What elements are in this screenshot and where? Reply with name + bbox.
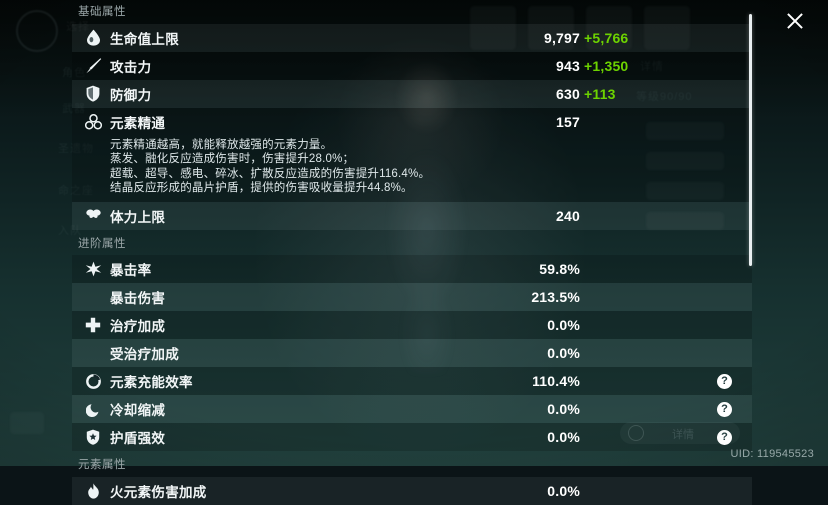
top-banner-shade xyxy=(0,0,828,120)
stat-value: 240 xyxy=(556,207,580,224)
background-ghost-text: 角色 xyxy=(62,64,86,80)
energy-recharge-icon xyxy=(82,372,104,390)
stat-name: 冷却缩减 xyxy=(110,403,166,419)
help-icon[interactable]: ? xyxy=(717,429,732,445)
background-ghost-text: 武器 xyxy=(62,100,86,116)
stat-row[interactable]: 暴击率 59.8% xyxy=(72,255,752,284)
stat-row[interactable]: 元素精通 157 xyxy=(72,107,752,136)
stat-name: 体力上限 xyxy=(110,209,166,225)
stat-name: 治疗加成 xyxy=(110,319,166,335)
elemental-mastery-description: 元素精通越高，就能释放越强的元素力量。蒸发、融化反应造成伤害时，伤害提升28.0… xyxy=(72,135,752,202)
stat-row[interactable]: 治疗加成 0.0% xyxy=(72,311,752,340)
stats-panel: 基础属性生命值上限 9,797 +5,766 攻击力 943 +1,350 防御力 630 +1… xyxy=(72,0,752,505)
stat-value: 630 xyxy=(556,85,580,102)
background-chip xyxy=(10,412,44,434)
scrollbar[interactable] xyxy=(749,14,752,266)
stat-row[interactable]: 生命值上限 9,797 +5,766 xyxy=(72,23,752,52)
stat-row[interactable]: 防御力 630 +113 xyxy=(72,79,752,108)
stat-name: 元素精通 xyxy=(110,115,166,131)
stat-bonus: +113 xyxy=(584,85,616,102)
background-ghost-button-label: 详情 xyxy=(672,429,694,441)
section-header-advanced: 进阶属性 xyxy=(78,237,126,250)
no-icon xyxy=(82,288,104,306)
stat-value: 0.0% xyxy=(547,401,580,418)
background-chip xyxy=(646,122,724,140)
background-chip xyxy=(646,152,724,170)
stat-value: 0.0% xyxy=(547,317,580,334)
defense-shield-icon xyxy=(82,85,104,103)
description-line: 蒸发、融化反应造成伤害时，伤害提升28.0%； xyxy=(110,153,355,166)
bottom-bar: 详情 UID: 119545523 xyxy=(0,422,828,466)
stat-row[interactable]: 攻击力 943 +1,350 xyxy=(72,51,752,80)
stat-name: 攻击力 xyxy=(110,59,152,75)
stat-row[interactable]: 元素充能效率 110.4%? xyxy=(72,367,752,396)
stat-name: 火元素伤害加成 xyxy=(110,484,207,500)
stat-value: 213.5% xyxy=(531,289,580,306)
background-ghost-text: 入队 xyxy=(58,222,82,238)
stat-value: 943 xyxy=(556,57,580,74)
background-chip xyxy=(470,6,516,50)
description-line: 元素精通越高，就能释放越强的元素力量。 xyxy=(110,138,333,151)
background-ghost-text: 等级90/90 xyxy=(636,88,693,104)
stat-name: 生命值上限 xyxy=(110,31,179,47)
description-line: 超载、超导、感电、碎冰、扩散反应造成的伤害提升116.4%。 xyxy=(110,167,431,180)
stat-value: 59.8% xyxy=(539,261,580,278)
stat-bonus: +5,766 xyxy=(584,29,629,46)
section-header-elemental: 元素属性 xyxy=(78,459,126,472)
stat-value: 110.4% xyxy=(532,373,580,390)
background-ghost-button: 详情 xyxy=(620,422,740,444)
hp-drop-icon xyxy=(82,29,104,47)
pyro-damage-icon xyxy=(82,482,104,500)
help-icon[interactable]: ? xyxy=(717,373,732,389)
uid-label: UID: 119545523 xyxy=(730,448,814,460)
background-ghost-text: 选择 xyxy=(66,18,90,34)
elemental-mastery-icon xyxy=(82,113,104,131)
stat-value: 9,797 xyxy=(543,29,580,46)
background-chip xyxy=(644,6,690,50)
background-ghost-text: 圣遗物 xyxy=(58,140,94,156)
close-button[interactable] xyxy=(782,8,808,34)
background-ghost-text: 命之座 xyxy=(58,182,94,198)
section-header-base: 基础属性 xyxy=(78,6,126,18)
stat-bonus: +1,350 xyxy=(584,57,629,74)
stat-row[interactable]: 冷却缩减 0.0%? xyxy=(72,395,752,424)
attack-sword-icon xyxy=(82,57,104,75)
stat-row[interactable]: 暴击伤害 213.5% xyxy=(72,283,752,312)
no-icon xyxy=(82,344,104,362)
help-icon[interactable]: ? xyxy=(717,401,732,417)
background-chip xyxy=(646,182,724,200)
background-vignette xyxy=(0,0,828,466)
stat-name: 受治疗加成 xyxy=(110,347,179,363)
stat-row[interactable]: 火元素伤害加成 0.0% xyxy=(72,476,752,505)
background-chip xyxy=(528,6,574,50)
stat-value: 0.0% xyxy=(547,429,580,446)
stat-row[interactable]: 体力上限 240 xyxy=(72,201,752,230)
background-chip xyxy=(646,212,724,230)
stat-row[interactable]: 受治疗加成 0.0% xyxy=(72,339,752,368)
stat-value: 157 xyxy=(556,113,580,130)
stat-name: 防御力 xyxy=(110,87,152,103)
background-emblem xyxy=(16,10,58,52)
stamina-icon xyxy=(82,207,104,225)
crit-rate-icon xyxy=(82,260,104,278)
stat-name: 护盾强效 xyxy=(110,431,166,447)
stat-name: 暴击率 xyxy=(110,263,152,279)
description-line: 结晶反应形成的晶片护盾，提供的伤害吸收量提升44.8%。 xyxy=(110,182,413,195)
shield-strength-icon xyxy=(82,428,104,446)
stat-value: 0.0% xyxy=(547,345,580,362)
stat-value: 0.0% xyxy=(547,482,580,499)
avatar-icon xyxy=(628,425,644,441)
background-ghost-text: 详情 xyxy=(640,58,664,74)
background-chip xyxy=(586,6,632,50)
cooldown-reduction-icon xyxy=(82,400,104,418)
stat-name: 元素充能效率 xyxy=(110,375,193,391)
healing-bonus-icon xyxy=(82,316,104,334)
close-icon xyxy=(787,13,803,29)
stat-name: 暴击伤害 xyxy=(110,291,166,307)
